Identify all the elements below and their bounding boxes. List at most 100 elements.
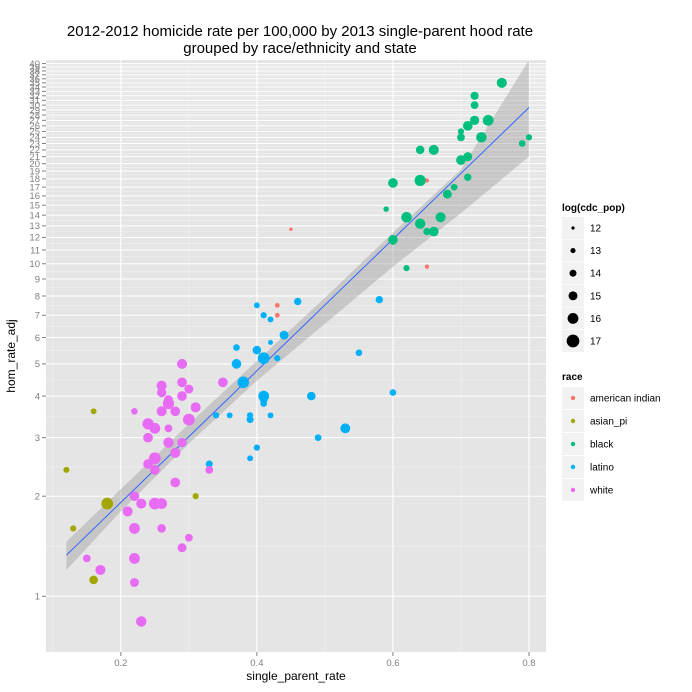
y-tick-label: 21 [29, 152, 40, 163]
y-tick-label: 36 [29, 74, 40, 85]
size-legend-label: 14 [590, 269, 602, 280]
data-point-latino [267, 316, 274, 323]
size-legend-label: 15 [590, 291, 602, 302]
color-legend-dot-latino [570, 464, 576, 470]
y-tick-label: 18 [29, 174, 40, 185]
major-gridlines [46, 60, 546, 652]
data-point-white [170, 447, 181, 458]
data-point-black [442, 189, 452, 199]
data-point-white [150, 465, 160, 475]
data-point-latino [252, 345, 262, 355]
y-tick-label: 16 [29, 191, 40, 202]
minor-gridlines [46, 60, 546, 652]
data-point-latino [389, 389, 397, 396]
size-legend-label: 17 [590, 337, 602, 348]
y-tick-label: 6 [35, 333, 40, 344]
data-point-black [401, 211, 412, 223]
data-point-asian-pi [63, 466, 70, 473]
data-point-latino [375, 295, 384, 304]
color-legend-dot-asian_pi [570, 418, 576, 424]
data-point-american-indian [424, 264, 430, 269]
data-point-latino [268, 339, 273, 345]
data-point-white [156, 498, 168, 510]
data-point-black [470, 91, 479, 100]
regression-line [66, 107, 530, 556]
color-legend-label-black: black [590, 440, 614, 451]
data-point-latino [279, 330, 289, 340]
data-point-white [177, 391, 187, 401]
data-point-latino [246, 412, 254, 419]
data-point-white [129, 491, 140, 502]
x-tick-label: 0.6 [386, 658, 399, 669]
data-point-black [462, 120, 473, 131]
y-tick-label: 7 [35, 311, 40, 322]
data-point-latino [340, 423, 351, 434]
data-point-black [428, 226, 439, 237]
x-tick-label: 0.8 [522, 658, 535, 669]
data-point-american-indian [424, 178, 430, 183]
data-point-latino [247, 455, 254, 462]
data-point-black [414, 174, 426, 187]
y-tick-label: 38 [29, 66, 40, 77]
y-axis: 1234567891011121314151617181920212223242… [29, 59, 46, 603]
data-point-latino [226, 412, 233, 419]
data-point-black [482, 114, 494, 126]
size-legend-dot [566, 334, 580, 348]
color-legend-label-latino: latino [590, 463, 614, 474]
data-point-latino [274, 355, 281, 362]
size-legend-dot [571, 226, 575, 230]
y-tick-label: 9 [35, 274, 40, 285]
data-point-white [177, 377, 187, 388]
data-point-white [218, 377, 228, 388]
data-point-white [149, 422, 161, 434]
chart-title-line2: grouped by race/ethnicity and state [183, 40, 416, 57]
data-point-black [403, 265, 410, 272]
data-point-american-indian [289, 227, 293, 232]
y-tick-label: 4 [35, 391, 40, 402]
y-tick-label: 14 [29, 210, 40, 221]
data-point-black [388, 178, 398, 188]
y-tick-label: 11 [30, 245, 40, 256]
data-point-white [170, 406, 181, 417]
data-point-asian-pi [90, 408, 97, 415]
data-point-asian-pi [101, 497, 114, 510]
data-point-black [450, 183, 458, 191]
size-legend-label: 13 [590, 246, 602, 257]
x-tick-label: 0.4 [250, 658, 263, 669]
data-point-white [164, 395, 173, 405]
data-point-latino [314, 434, 322, 441]
color-legend-dot-black [570, 441, 576, 447]
data-point-white [157, 524, 166, 533]
y-tick-label: 24 [29, 133, 40, 144]
y-tick-label: 25 [29, 127, 40, 138]
y-tick-label: 23 [29, 139, 40, 150]
data-point-white [182, 413, 195, 426]
data-point-latino [260, 400, 267, 407]
data-point-asian-pi [192, 493, 199, 500]
size-legend: log(cdc_pop) 12 13 14 15 16 17 [562, 203, 625, 352]
data-point-white [129, 553, 140, 564]
data-point-black [457, 133, 465, 142]
y-tick-label: 33 [29, 87, 40, 98]
data-point-white [136, 616, 147, 627]
data-point-white [95, 564, 106, 575]
data-point-black [388, 235, 398, 245]
data-point-white [122, 506, 133, 517]
data-point-latino [294, 297, 302, 306]
y-tick-label: 31 [29, 96, 40, 107]
data-point-white [156, 406, 167, 417]
data-point-latino [253, 302, 260, 309]
y-tick-label: 15 [29, 201, 40, 212]
size-legend-label: 16 [590, 314, 602, 325]
y-tick-label: 20 [29, 159, 40, 170]
data-point-black [476, 132, 487, 143]
data-point-black [415, 145, 425, 155]
y-tick-label: 28 [29, 110, 40, 121]
data-point-asian-pi [70, 525, 77, 532]
data-point-black [428, 144, 439, 155]
x-tick-label: 0.2 [114, 658, 127, 669]
data-point-black [383, 206, 389, 212]
x-axis: 0.2 0.4 0.6 0.8 [114, 652, 536, 669]
